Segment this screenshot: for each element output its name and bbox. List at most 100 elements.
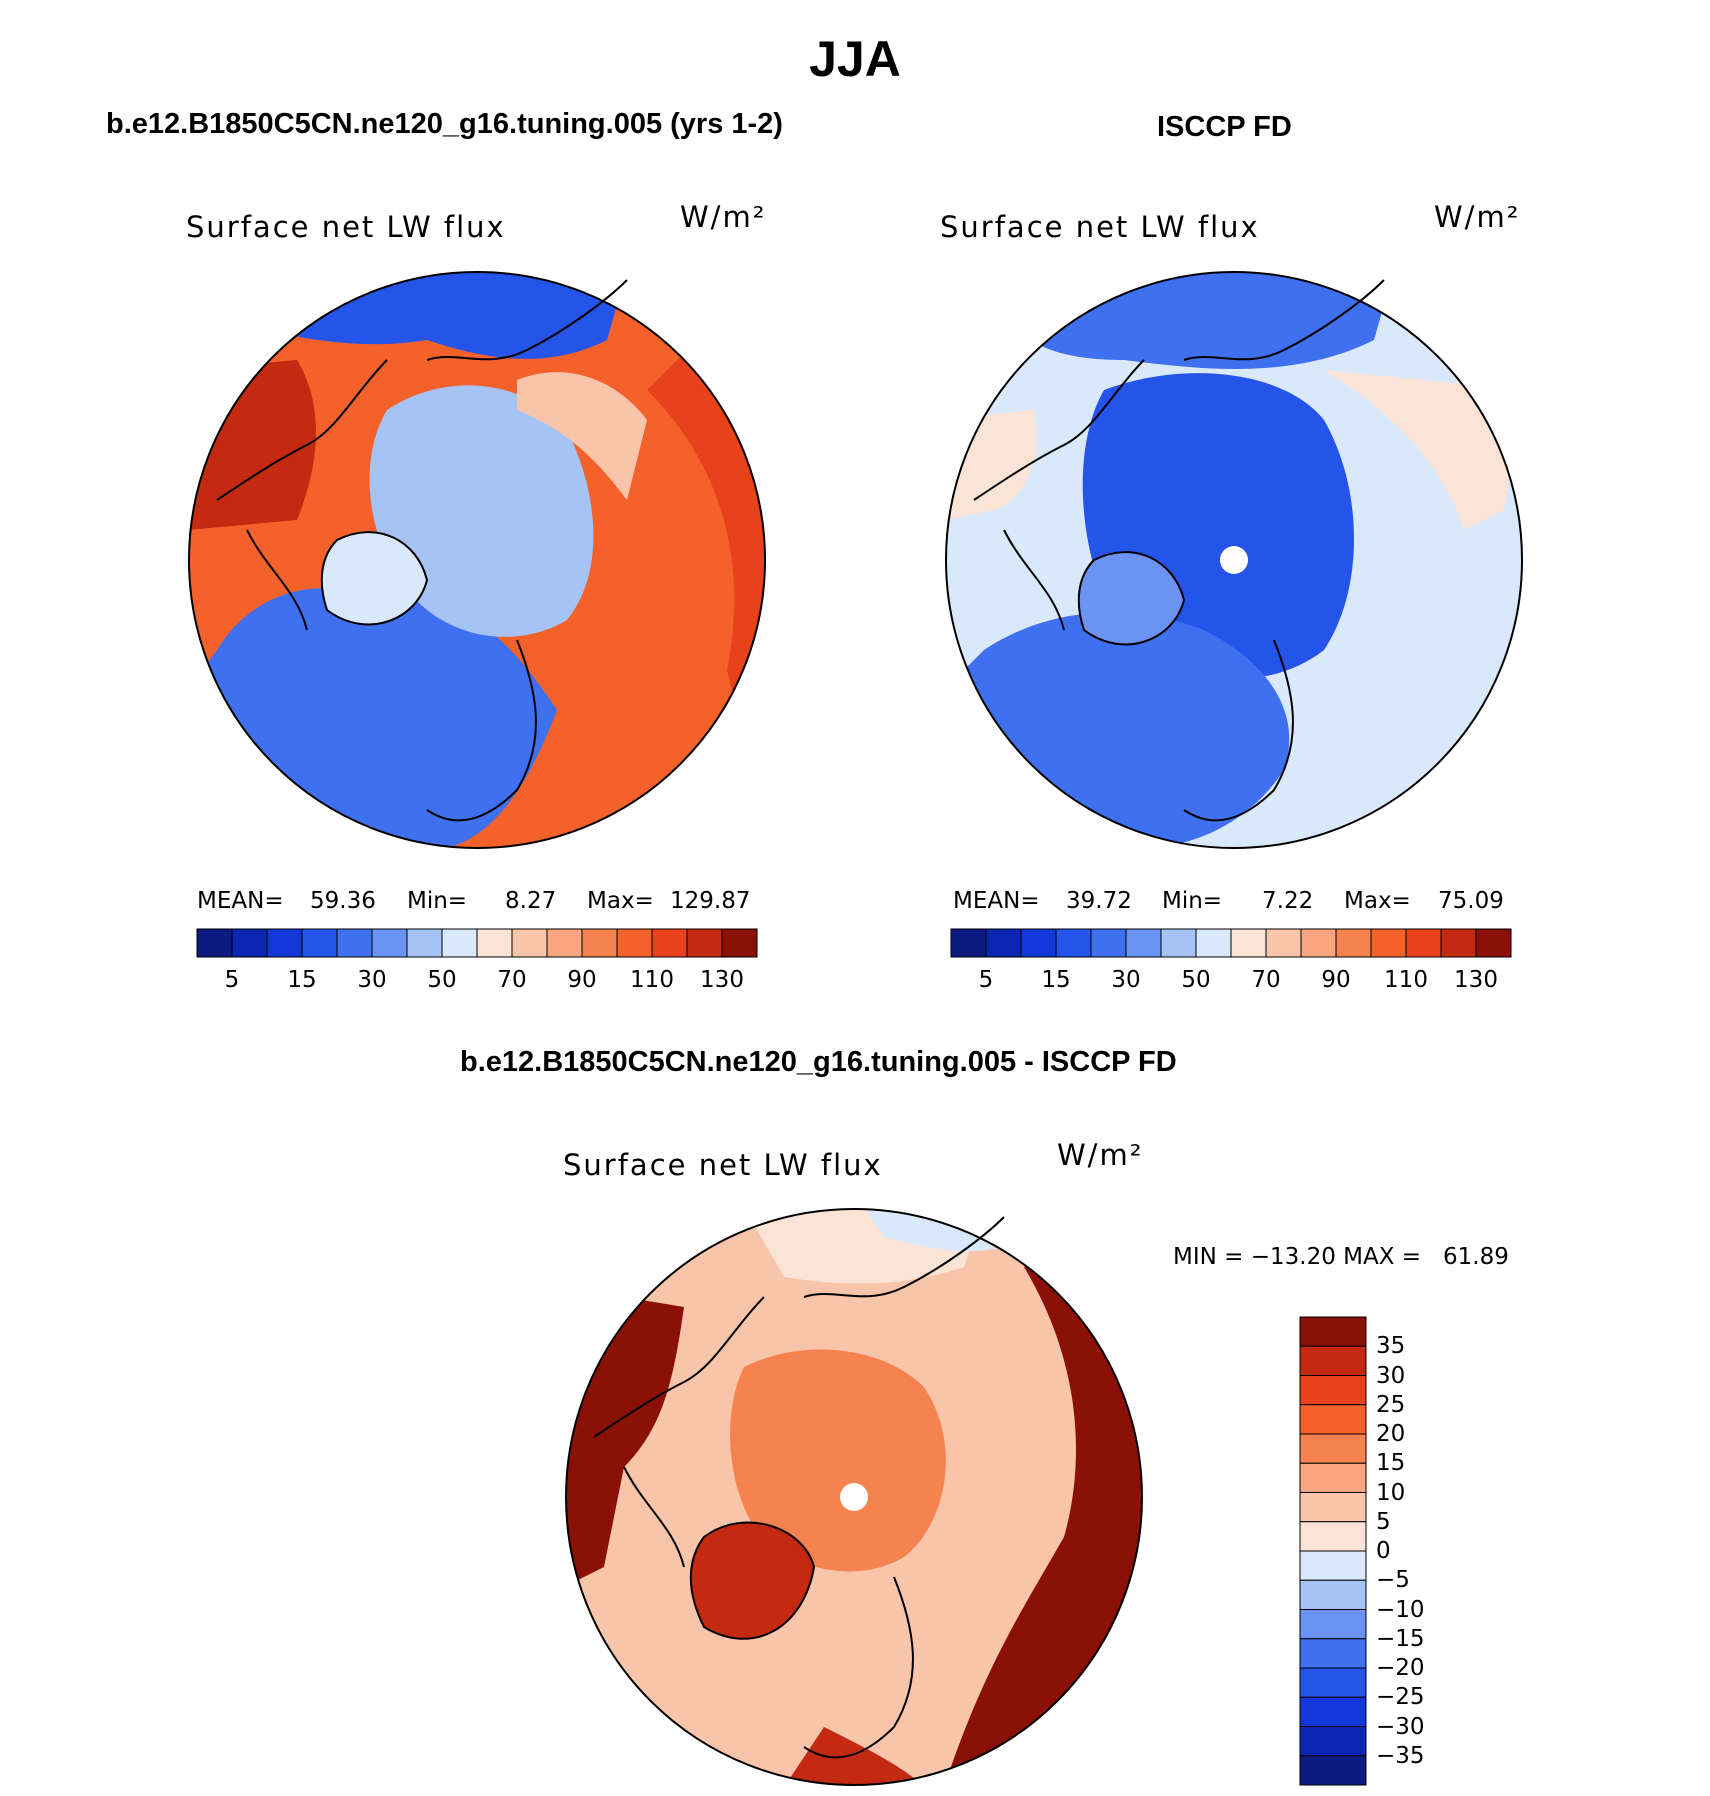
colorbar-tick-label: −30: [1376, 1713, 1425, 1740]
obs-stats-min-label: Min=: [1162, 888, 1223, 914]
obs-stats-mean-label: MEAN=: [953, 888, 1040, 914]
colorbar-tick-label: −15: [1376, 1625, 1425, 1652]
model-stats-min-value: 8.27: [505, 888, 557, 914]
colorbar-box: [616, 928, 653, 958]
colorbar-box: [1299, 1550, 1367, 1581]
colorbar-box: [1020, 928, 1057, 958]
colorbar-tick-label: 50: [1181, 967, 1211, 993]
colorbar-box: [1335, 928, 1372, 958]
colorbar-box: [1299, 1521, 1367, 1552]
colorbar-box: [1475, 928, 1512, 958]
colorbar-box: [511, 928, 548, 958]
colorbar-box: [231, 928, 268, 958]
colorbar-box: [1299, 1667, 1367, 1698]
colorbar-tick-label: −35: [1376, 1742, 1425, 1769]
map-region-greenland: [321, 532, 427, 625]
model-stats-mean-value: 59.36: [310, 888, 376, 914]
colorbar-box: [1299, 1375, 1367, 1406]
colorbar-tick-label: 30: [357, 967, 387, 993]
colorbar-tick-label: 50: [427, 967, 457, 993]
model-polar-map: [188, 271, 766, 849]
colorbar-tick-label: 10: [1376, 1479, 1406, 1506]
colorbar-box: [1299, 1316, 1367, 1347]
colorbar-tick-label: 15: [1376, 1450, 1406, 1477]
colorbar-box: [686, 928, 723, 958]
colorbar-tick-label: 35: [1376, 1333, 1406, 1360]
colorbar-box: [336, 928, 373, 958]
colorbar-box: [1299, 1462, 1367, 1493]
colorbar-box: [1160, 928, 1197, 958]
obs-stats-max-label: Max=: [1344, 888, 1411, 914]
model-stats-mean-label: MEAN=: [197, 888, 284, 914]
colorbar-box: [1265, 928, 1302, 958]
colorbar-box: [1299, 1492, 1367, 1523]
colorbar-box: [1440, 928, 1477, 958]
colorbar-tick-label: −25: [1376, 1684, 1425, 1711]
map-region-west: [189, 360, 316, 530]
map-region-siberia: [517, 372, 647, 500]
obs-stats-max-value: 75.09: [1438, 888, 1504, 914]
model-stats-min-label: Min=: [407, 888, 468, 914]
colorbar-box: [1230, 928, 1267, 958]
map-region-east: [1324, 370, 1522, 530]
colorbar-box: [476, 928, 513, 958]
colorbar-box: [301, 928, 338, 958]
obs-units-label: W/m²: [1434, 200, 1521, 234]
model-stats-max-value: 129.87: [670, 888, 751, 914]
diff-units-label: W/m²: [1057, 1138, 1144, 1172]
colorbar-box: [266, 928, 303, 958]
colorbar-box: [1370, 928, 1407, 958]
diff-colorbar-ticks: 35 30 25 20 15 10 5 0 −5 −10 −15 −20 −25 −30 −35: [1376, 1317, 1486, 1785]
colorbar-box: [1405, 928, 1442, 958]
colorbar-box: [546, 928, 583, 958]
diff-colorbar: [1299, 1316, 1367, 1786]
obs-case-title: ISCCP FD: [1157, 111, 1292, 143]
colorbar-box: [1299, 1726, 1367, 1757]
colorbar-tick-label: −10: [1376, 1596, 1425, 1623]
colorbar-tick-label: 110: [630, 967, 674, 993]
colorbar-tick-label: 90: [1321, 967, 1351, 993]
pole-marker: [1220, 546, 1248, 574]
colorbar-box: [1299, 1345, 1367, 1376]
colorbar-box: [581, 928, 618, 958]
colorbar-tick-label: 30: [1376, 1362, 1406, 1389]
colorbar-box: [196, 928, 233, 958]
colorbar-box: [371, 928, 408, 958]
map-region-greenland: [690, 1522, 814, 1639]
colorbar-tick-label: 90: [567, 967, 597, 993]
colorbar-tick-label: 15: [1041, 967, 1071, 993]
colorbar-tick-label: 20: [1376, 1421, 1406, 1447]
coastlines: [216, 279, 628, 822]
colorbar-box: [1300, 928, 1337, 958]
map-region-pacific: [1024, 272, 1394, 369]
colorbar-tick-label: −20: [1376, 1655, 1425, 1681]
colorbar-tick-label: 30: [1111, 967, 1141, 993]
colorbar-box: [651, 928, 688, 958]
colorbar-box: [1299, 1638, 1367, 1669]
colorbar-tick-label: 0: [1376, 1538, 1391, 1564]
obs-colorbar-ticks: 5 15 30 50 70 90 110 130: [951, 967, 1511, 997]
coastlines: [973, 279, 1385, 822]
obs-variable-label: Surface net LW flux: [940, 210, 1260, 244]
map-region-arctic: [730, 1349, 946, 1572]
diff-case-title: b.e12.B1850C5CN.ne120_g16.tuning.005 - I…: [460, 1046, 1177, 1078]
colorbar-box: [1299, 1404, 1367, 1435]
model-stats-max-label: Max=: [587, 888, 654, 914]
map-region-south: [784, 1727, 924, 1785]
model-variable-label: Surface net LW flux: [186, 210, 506, 244]
model-units-label: W/m²: [680, 200, 767, 234]
colorbar-box: [1299, 1696, 1367, 1727]
colorbar-box: [406, 928, 443, 958]
colorbar-tick-label: 110: [1384, 967, 1428, 993]
model-colorbar: [196, 928, 758, 958]
diff-stats-text: MIN = −13.20 MAX = 61.89: [1173, 1244, 1509, 1270]
colorbar-box: [1299, 1755, 1367, 1786]
colorbar-box: [1195, 928, 1232, 958]
colorbar-box: [1055, 928, 1092, 958]
coastlines: [593, 1216, 1005, 1759]
colorbar-tick-label: 130: [1454, 967, 1498, 993]
diff-polar-map: [565, 1208, 1143, 1786]
colorbar-tick-label: 25: [1376, 1391, 1406, 1418]
colorbar-box: [1299, 1433, 1367, 1464]
pole-marker: [840, 1483, 868, 1511]
